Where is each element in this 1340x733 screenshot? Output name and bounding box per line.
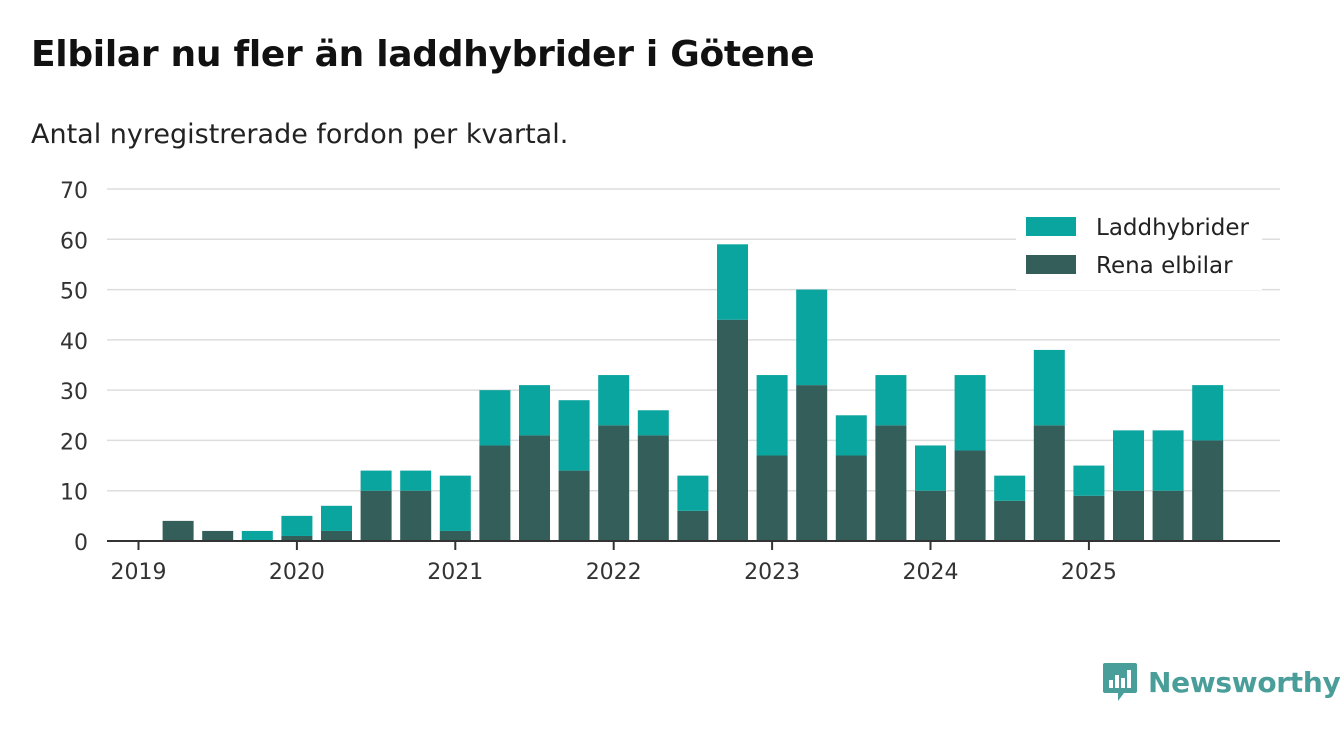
bar-laddhybrider [915,445,946,491]
y-tick-label: 50 [60,280,88,305]
bar-laddhybrider [439,475,471,531]
bar-rena-elbilar [756,455,788,541]
bar-rena-elbilar [321,530,352,541]
bar-rena-elbilar [558,470,590,541]
x-tick-label: 2022 [586,560,642,585]
brand-name: Newsworthy [1148,665,1340,699]
bar-rena-elbilar [875,425,907,541]
y-tick-label: 70 [60,179,88,204]
newsworthy-logo-icon [1103,663,1137,701]
legend-label: Laddhybrider [1096,215,1249,241]
chart-subtitle: Antal nyregistrerade fordon per kvartal. [31,119,569,150]
x-tick-label: 2021 [427,560,483,585]
bar-laddhybrider [1192,385,1224,441]
y-tick-label: 40 [60,330,88,355]
bar-laddhybrider [558,400,590,471]
x-tick-label: 2019 [111,560,167,585]
bar-laddhybrider [637,410,669,436]
bar-laddhybrider [321,505,352,531]
y-tick-label: 10 [60,481,88,506]
bar-rena-elbilar [281,535,313,541]
x-tick-label: 2024 [903,560,959,585]
bar-rena-elbilar [1152,490,1184,541]
bar-laddhybrider [756,375,788,456]
x-tick-label: 2025 [1061,560,1117,585]
bar-laddhybrider [1073,465,1105,496]
bar-rena-elbilar [1033,425,1065,541]
bar-laddhybrider [994,475,1026,501]
bar-laddhybrider [835,415,867,456]
bar-laddhybrider [796,289,828,386]
bar-laddhybrider [717,244,748,320]
bar-laddhybrider [400,470,432,491]
bar-rena-elbilar [796,385,828,541]
bar-rena-elbilar [360,490,392,541]
legend-label: Rena elbilar [1096,253,1233,279]
bar-laddhybrider [954,375,986,451]
y-tick-label: 30 [60,380,88,405]
bar-laddhybrider [677,475,709,511]
bar-rena-elbilar [677,510,709,541]
bar-laddhybrider [241,530,273,541]
bar-rena-elbilar [439,530,471,541]
bar-laddhybrider [1033,349,1065,426]
bar-rena-elbilar [994,500,1026,541]
newsworthy-logo: Newsworthy [1102,661,1340,703]
bar-rena-elbilar [915,490,946,541]
bar-laddhybrider [1152,430,1184,491]
bar-laddhybrider [479,390,511,446]
legend: Laddhybrider Rena elbilar [1016,205,1262,290]
legend-swatch [1026,217,1076,236]
bar-rena-elbilar [954,450,986,541]
bar-laddhybrider [875,375,907,426]
bar-rena-elbilar [400,490,432,541]
bar-rena-elbilar [162,520,194,541]
legend-swatch [1026,255,1076,274]
bar-laddhybrider [519,385,550,436]
y-tick-label: 20 [60,430,88,455]
bar-rena-elbilar [835,455,867,541]
y-axis-ticks: 0 10 20 30 40 50 60 70 [60,179,88,556]
bar-rena-elbilar [637,435,669,541]
bar-rena-elbilar [1113,490,1144,541]
bar-rena-elbilar [1073,495,1105,541]
bar-rena-elbilar [717,319,748,541]
y-tick-label: 60 [60,229,88,254]
bar-rena-elbilar [519,435,550,541]
bar-laddhybrider [360,470,392,491]
bars [162,244,1224,541]
x-tick-label: 2023 [744,560,800,585]
y-tick-label: 0 [74,531,88,556]
chart-title: Elbilar nu fler än laddhybrider i Götene [31,34,815,75]
x-axis: 2019 2020 2021 2022 2023 2024 2025 [107,540,1280,585]
bar-rena-elbilar [1192,440,1224,541]
bar-laddhybrider [598,375,630,426]
bar-rena-elbilar [202,530,234,541]
bar-laddhybrider [281,515,313,536]
bar-rena-elbilar [479,445,511,541]
x-tick-label: 2020 [269,560,325,585]
bar-rena-elbilar [598,425,630,541]
bar-laddhybrider [1113,430,1144,491]
